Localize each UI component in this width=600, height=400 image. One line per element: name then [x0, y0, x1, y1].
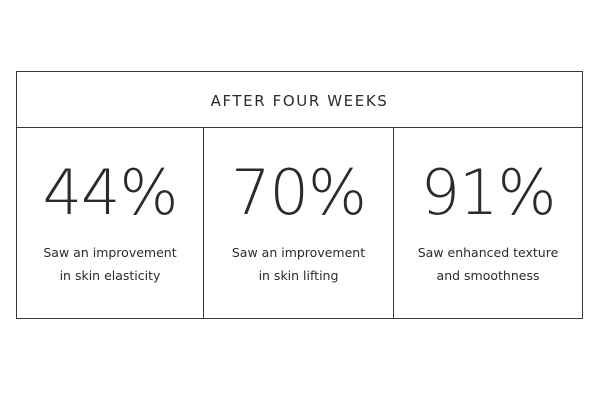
stat-column-elasticity: 44% Saw an improvement in skin elasticit…	[17, 128, 204, 318]
stat-value-elasticity: 44%	[42, 156, 179, 229]
stat-caption-texture: Saw enhanced texture and smoothness	[394, 241, 582, 287]
stat-caption-line: in skin lifting	[258, 268, 339, 283]
stat-caption-line: and smoothness	[436, 268, 540, 283]
stat-value-texture: 91%	[420, 156, 557, 229]
stat-caption-line: Saw enhanced texture	[417, 245, 559, 260]
stat-column-lifting: 70% Saw an improvement in skin lifting	[204, 128, 394, 318]
stat-caption-lifting: Saw an improvement in skin lifting	[204, 241, 393, 287]
stats-columns: 44% Saw an improvement in skin elasticit…	[17, 128, 582, 318]
stat-caption-line: in skin elasticity	[59, 268, 161, 283]
stat-value-lifting: 70%	[231, 156, 367, 229]
results-stats-card: AFTER FOUR WEEKS 44% Saw an improvement …	[16, 71, 583, 319]
stat-caption-line: Saw an improvement	[231, 245, 366, 260]
stats-header-title: AFTER FOUR WEEKS	[210, 91, 389, 110]
stat-column-texture: 91% Saw enhanced texture and smoothness	[394, 128, 582, 318]
stat-caption-elasticity: Saw an improvement in skin elasticity	[17, 241, 203, 287]
stats-header: AFTER FOUR WEEKS	[17, 72, 582, 128]
stat-caption-line: Saw an improvement	[43, 245, 177, 260]
